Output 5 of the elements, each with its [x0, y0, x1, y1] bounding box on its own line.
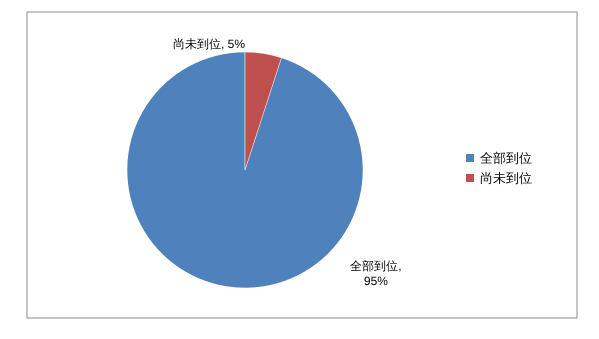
legend-label: 尚未到位	[480, 170, 532, 186]
text: 尚未到位, 5%	[172, 37, 246, 51]
text: 全部到位, 95%	[350, 259, 402, 288]
legend-label: 全部到位	[480, 150, 532, 166]
pie-slice	[126, 52, 364, 288]
